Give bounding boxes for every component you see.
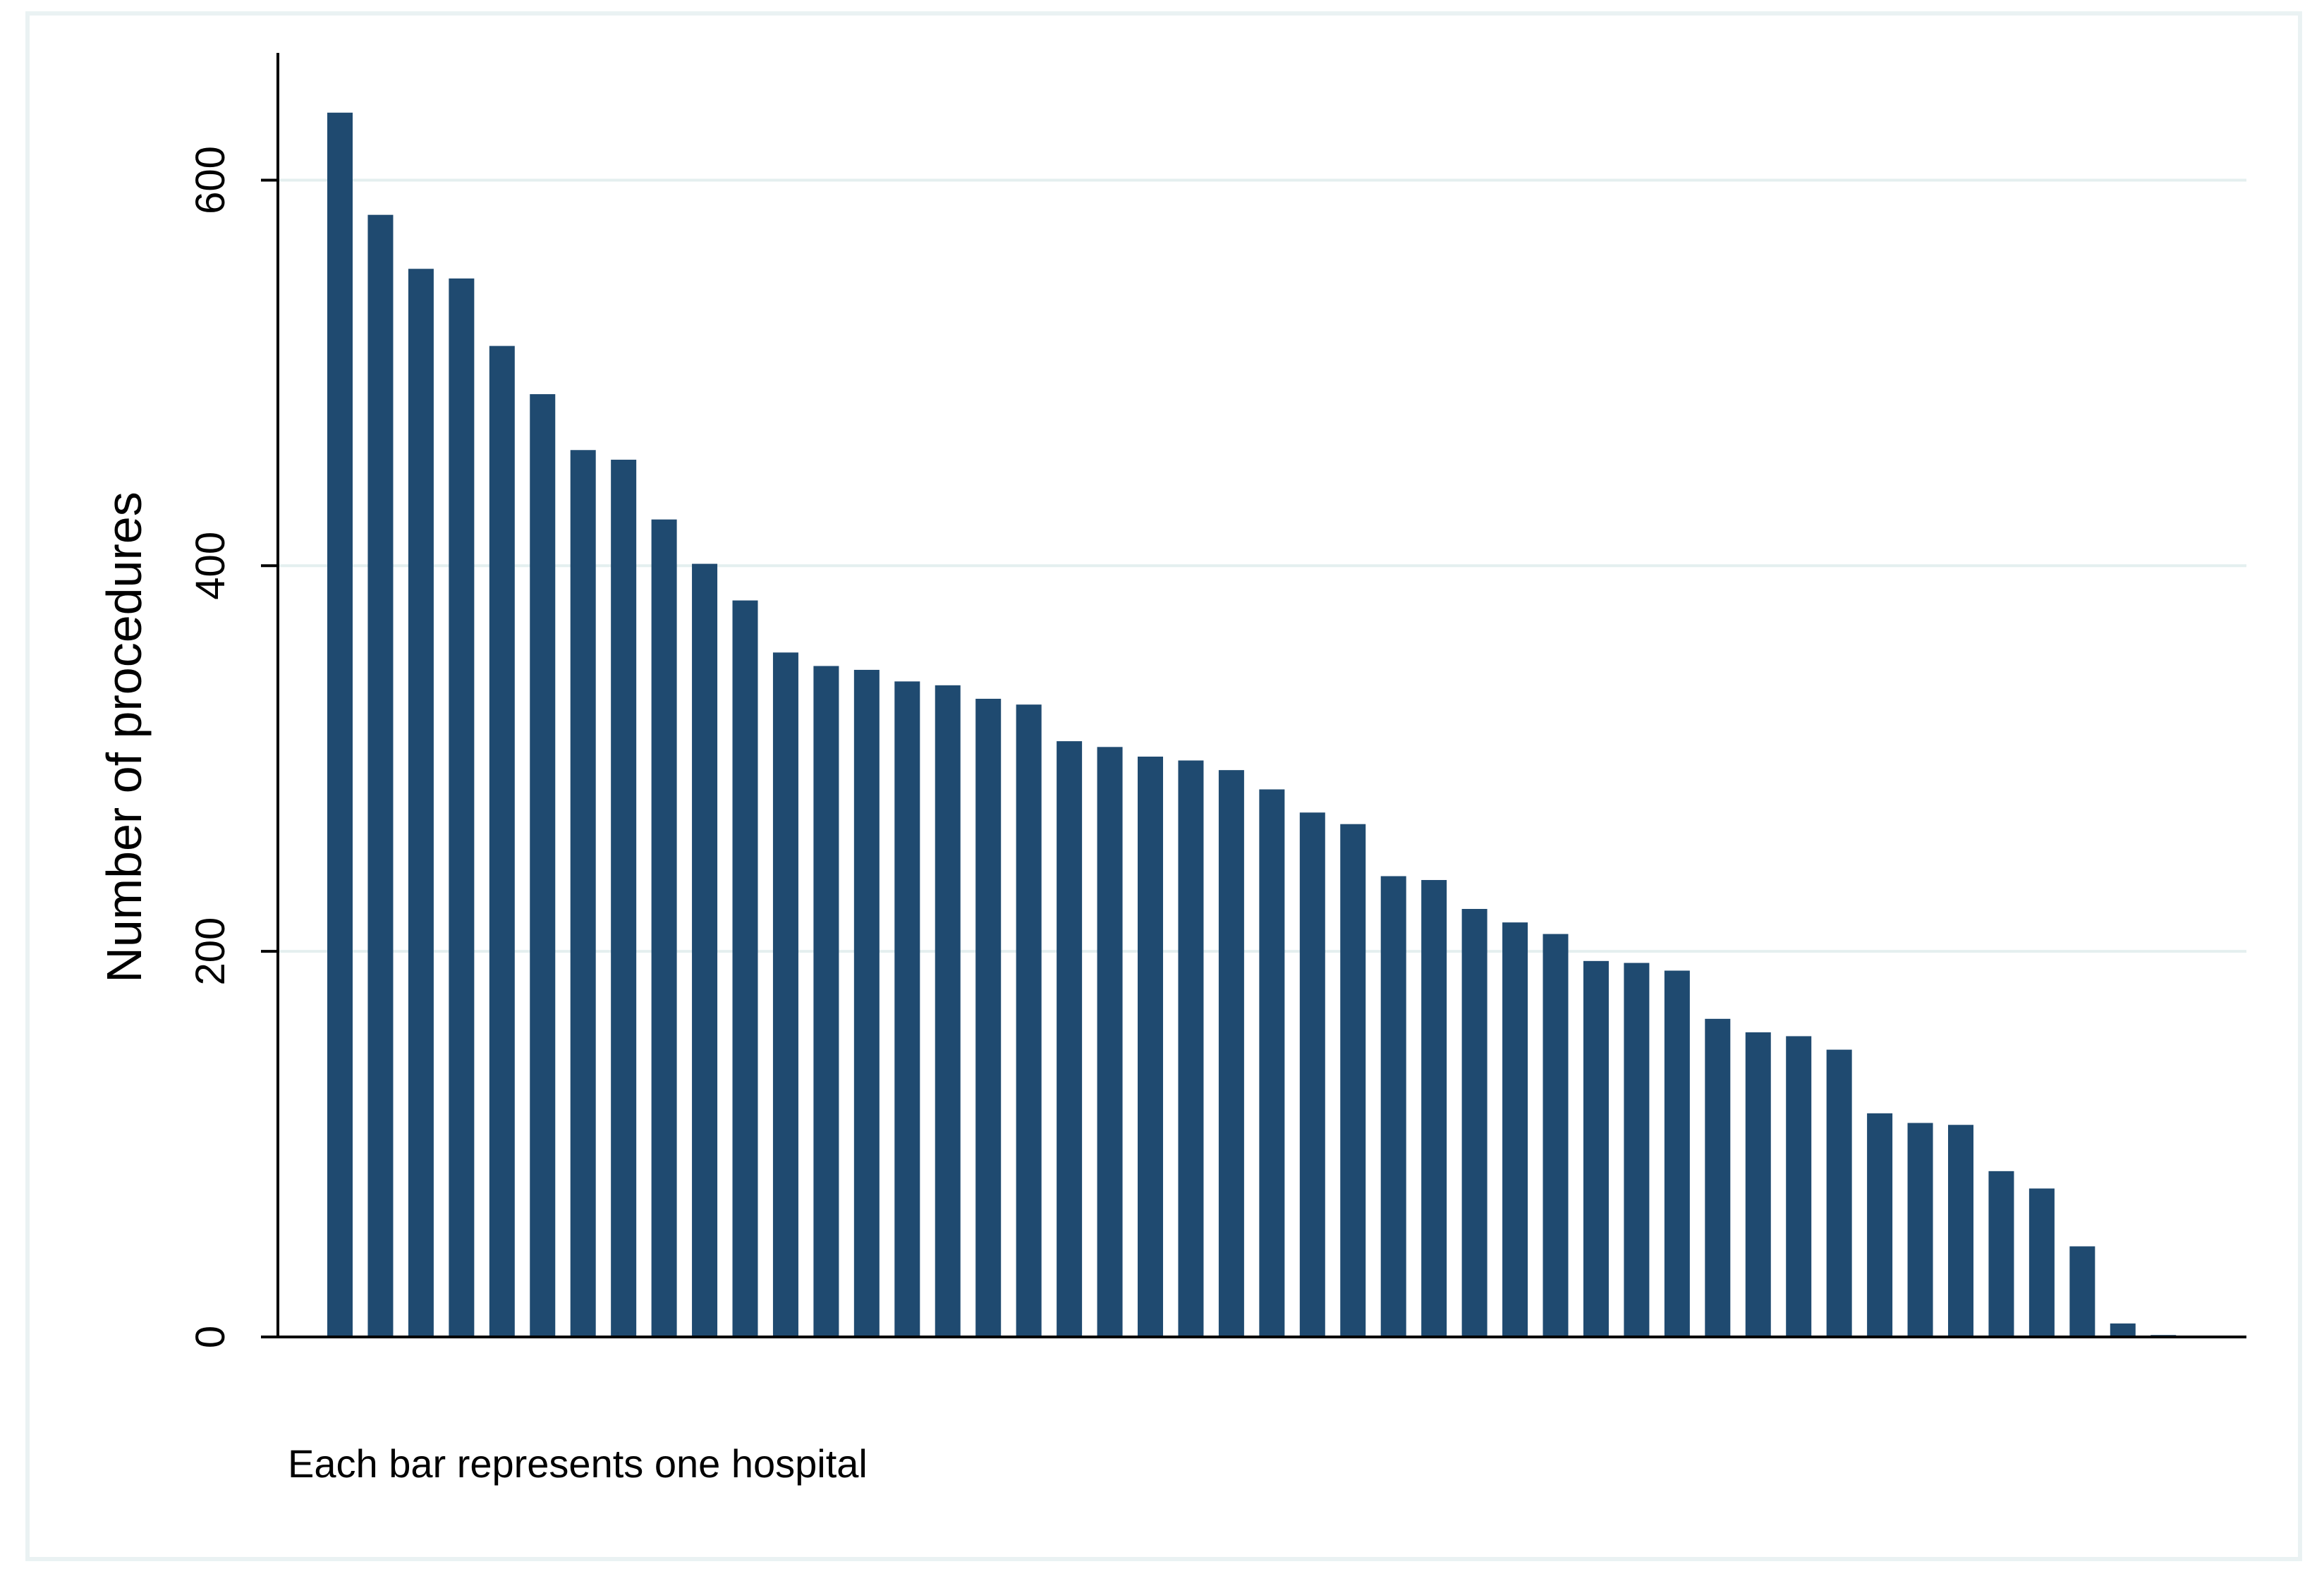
bar [1583,960,1609,1337]
axes [276,53,2246,1338]
bar [1259,789,1285,1337]
y-ticks: 0 200 400 600 [188,146,278,1348]
bar [327,112,353,1338]
bar [692,563,718,1338]
bar [894,681,920,1337]
bar [1664,970,1690,1337]
bar [975,698,1002,1337]
bar [1948,1125,1973,1337]
bar [1380,876,1406,1337]
bar [1907,1123,1933,1337]
bar [732,600,758,1338]
y-axis-title: Number of procedures [97,491,152,982]
bar [408,269,434,1337]
bar [367,214,394,1338]
bar [611,459,637,1338]
bar [651,519,677,1337]
bar [1786,1036,1812,1337]
bar [1867,1113,1893,1337]
bar [530,393,556,1337]
y-tick-label: 0 [188,1326,233,1348]
bar [1421,879,1447,1337]
bar [2069,1246,2095,1337]
bar [1218,770,1244,1337]
bar [1340,824,1366,1337]
bar [1016,704,1042,1337]
y-tick-label: 600 [188,146,233,214]
bar [570,450,596,1338]
y-tick-label: 400 [188,532,233,600]
bar [1988,1171,2014,1337]
bar [853,669,880,1337]
bar [1543,934,1569,1337]
bar [1461,909,1488,1337]
bars [327,112,2177,1338]
bar [772,652,798,1337]
bar [1502,922,1528,1337]
bar [1138,756,1163,1337]
bar [1178,760,1204,1337]
bar [1826,1049,1852,1337]
bar [1705,1018,1731,1337]
bar [1299,812,1325,1337]
bar [1097,747,1123,1337]
bar [1057,741,1083,1337]
bar [449,278,475,1337]
bar [1624,963,1650,1337]
y-tick-label: 200 [188,917,233,986]
bar [1745,1032,1771,1337]
bar [935,685,961,1337]
bar [489,346,515,1337]
bar [2028,1188,2055,1337]
bar [813,666,839,1337]
chart-note: Each bar represents one hospital [288,1441,868,1486]
bar [2110,1323,2136,1337]
